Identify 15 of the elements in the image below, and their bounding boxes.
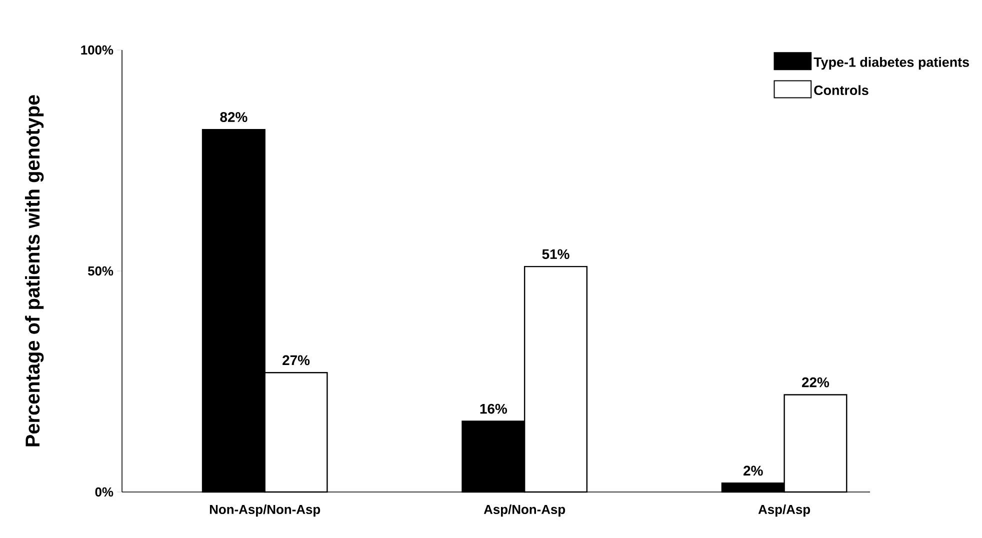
data-label: 51%	[542, 249, 570, 260]
data-label: 2%	[744, 466, 763, 476]
y-tick-label: 50%	[88, 266, 114, 276]
data-label: 16%	[480, 404, 507, 414]
data-label: 22%	[802, 377, 830, 388]
data-label: 82%	[220, 112, 248, 122]
legend-label: Controls	[814, 85, 868, 96]
y-tick-label: 100%	[81, 45, 114, 55]
x-tick-label: Asp/Non-Asp	[484, 504, 566, 517]
x-tick-label: Non-Asp/Non-Asp	[210, 504, 320, 517]
legend-label: Type-1 diabetes patients	[814, 57, 969, 70]
x-tick-label: Asp/Asp	[758, 504, 810, 517]
y-tick-label: 0%	[95, 487, 114, 497]
data-label: 27%	[282, 355, 310, 366]
y-axis-title: Percentage of patients with genotype	[25, 95, 44, 446]
